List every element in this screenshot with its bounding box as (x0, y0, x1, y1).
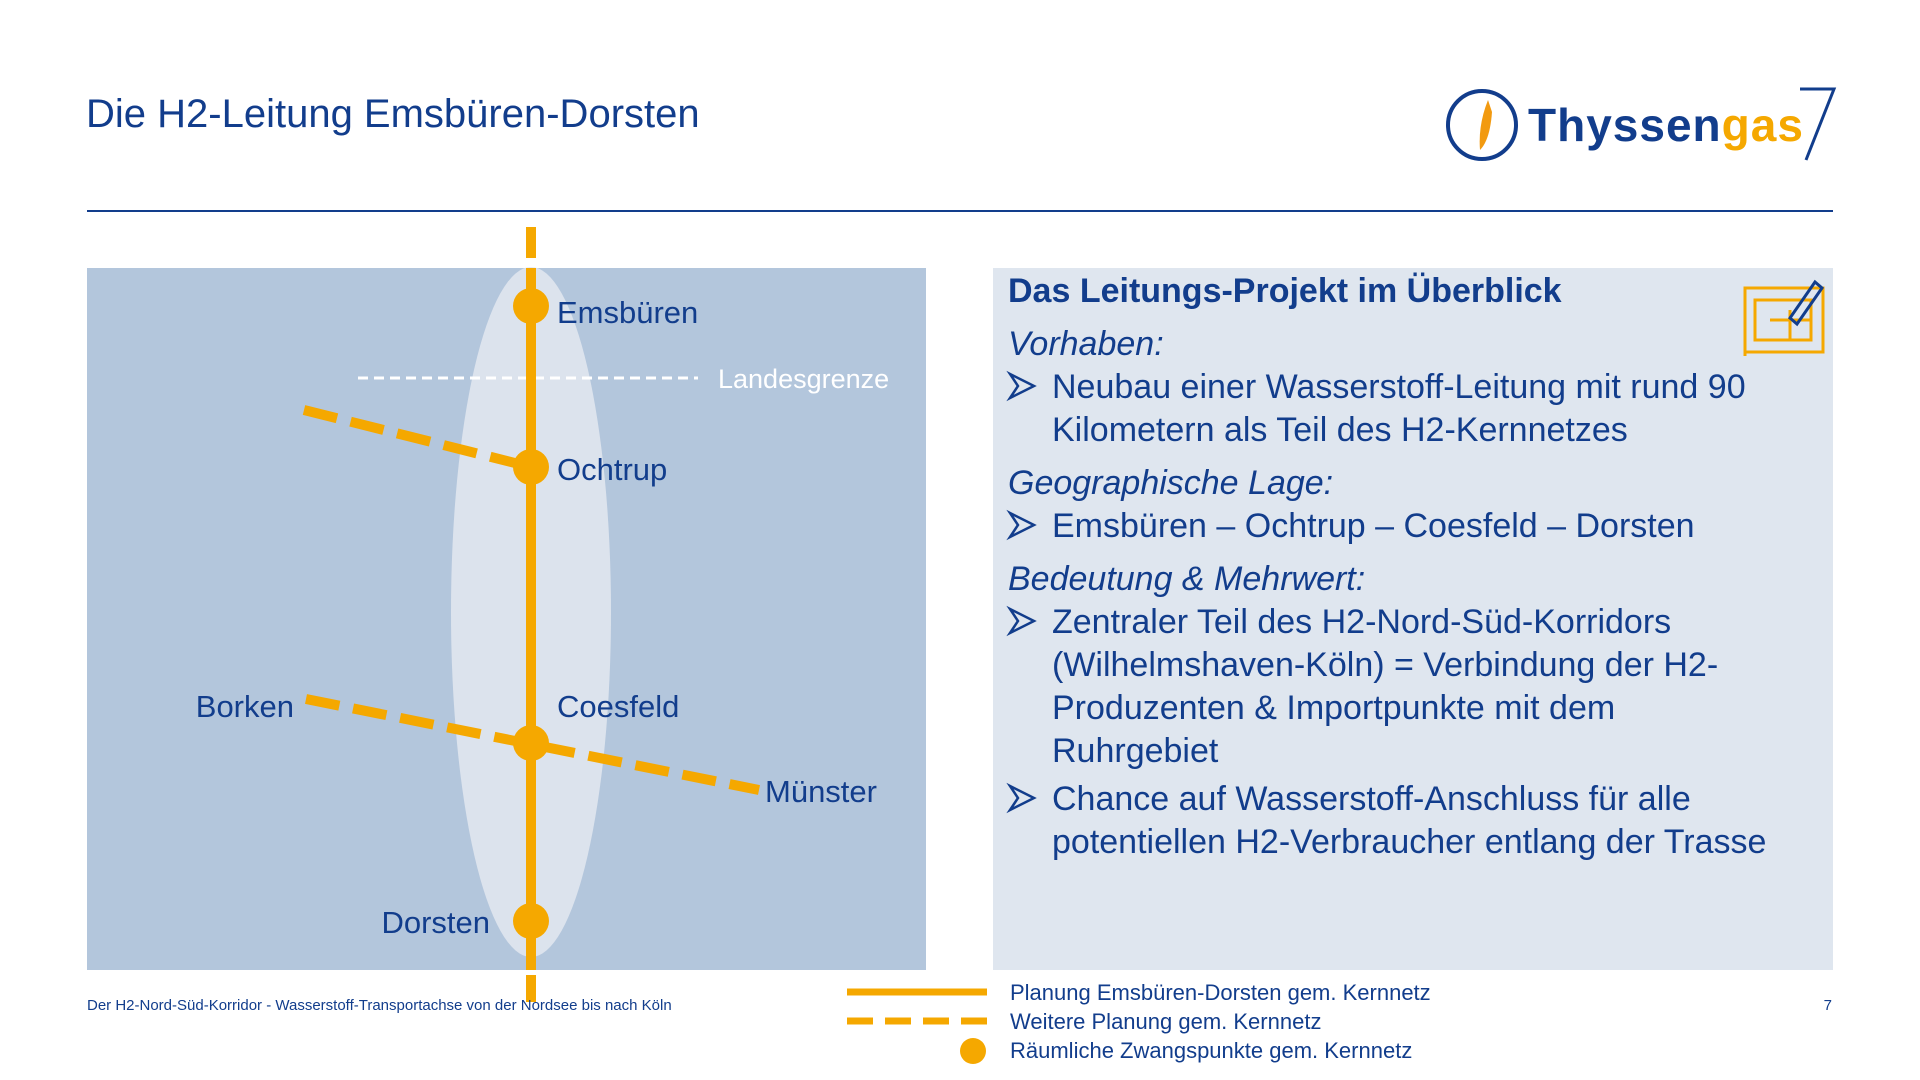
logo-slash (1800, 87, 1837, 161)
place-label: Dorsten (381, 905, 490, 940)
logo-part: Thyssen (1528, 99, 1722, 151)
logo-text: Thyssengas (1528, 99, 1804, 151)
bullet-text: Ruhrgebiet (1052, 732, 1219, 770)
bullet-arrow (1006, 782, 1037, 814)
bullet-text: Zentraler Teil des H2-Nord-Süd-Korridors (1052, 603, 1671, 641)
bullet-arrow (1006, 370, 1037, 402)
logo-flame (1479, 100, 1492, 150)
page-number: 7 (1824, 997, 1832, 1014)
panel-heading: Das Leitungs-Projekt im Überblick (1008, 272, 1562, 310)
bullet-text: Kilometern als Teil des H2-Kernnetzes (1052, 411, 1628, 449)
bullet-text: (Wilhelmshaven-Köln) = Verbindung der H2… (1052, 646, 1718, 684)
legend-dot (960, 1038, 986, 1064)
place-label: Coesfeld (557, 689, 679, 724)
bullet-text: Chance auf Wasserstoff-Anschluss für all… (1052, 780, 1691, 818)
place-label: Emsbüren (557, 295, 698, 330)
logo-ring (1446, 89, 1518, 161)
section-title: Geographische Lage: (1008, 464, 1333, 502)
bullet-arrow (1006, 605, 1037, 637)
border-label: Landesgrenze (718, 364, 889, 394)
legend-label: Planung Emsbüren-Dorsten gem. Kernnetz (1010, 980, 1431, 1005)
place-label: Borken (196, 689, 294, 724)
place-label: Ochtrup (557, 452, 667, 487)
panel-body: Vorhaben: Neubau einer Wasserstoff-Leitun… (1006, 325, 1766, 861)
logo-part: gas (1722, 99, 1804, 151)
section-title: Vorhaben: (1008, 325, 1164, 363)
bullet-text: potentiellen H2-Verbraucher entlang der … (1052, 823, 1766, 861)
info-panel (993, 268, 1833, 970)
branch-dashed (305, 694, 760, 795)
place-label: Münster (765, 774, 877, 809)
title: Die H2-Leitung Emsbüren-Dorsten (86, 92, 700, 136)
node (513, 725, 549, 761)
legend-label: Weitere Planung gem. Kernnetz (1010, 1009, 1321, 1034)
node (513, 903, 549, 939)
footer-text: Der H2-Nord-Süd-Korridor - Wasserstoff-T… (87, 997, 672, 1014)
bullet-arrow (1006, 509, 1037, 541)
section-title: Bedeutung & Mehrwert: (1008, 560, 1365, 598)
bullet-text: Neubau einer Wasserstoff-Leitung mit run… (1052, 368, 1746, 406)
legend-label: Räumliche Zwangspunkte gem. Kernnetz (1010, 1038, 1412, 1063)
node (513, 288, 549, 324)
bullet-text: Produzenten & Importpunkte mit dem (1052, 689, 1615, 727)
node (513, 449, 549, 485)
blueprint-icon (1743, 279, 1825, 356)
branch-dashed (302, 405, 533, 472)
bullet-text: Emsbüren – Ochtrup – Coesfeld – Dorsten (1052, 507, 1695, 545)
logo: Thyssengas (1446, 87, 1837, 161)
